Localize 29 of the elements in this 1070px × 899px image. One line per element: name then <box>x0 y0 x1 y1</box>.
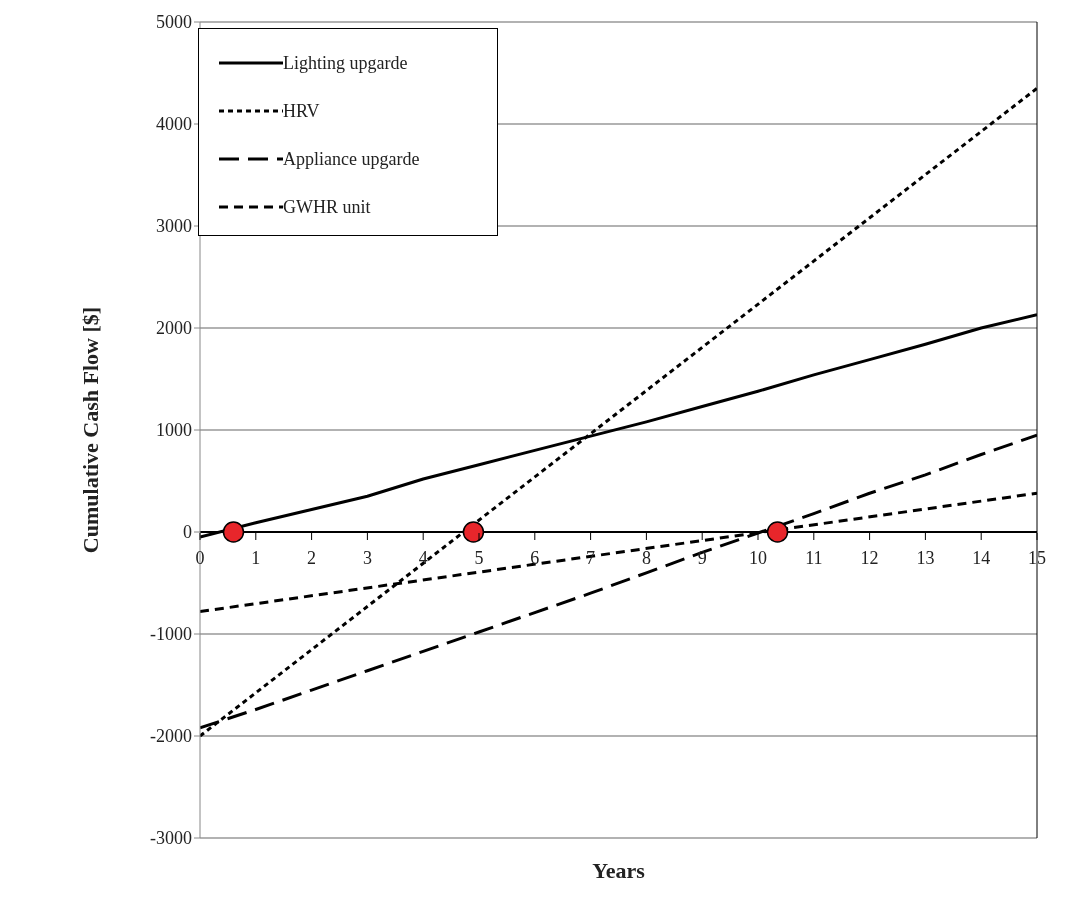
y-tick-label: 3000 <box>156 216 192 237</box>
x-tick-label: 10 <box>749 548 767 568</box>
y-tick-label: -2000 <box>150 726 192 747</box>
x-tick-label: 12 <box>860 548 879 568</box>
x-tick-label: 1 <box>251 548 261 568</box>
x-tick-label: 8 <box>641 548 651 568</box>
y-tick-label: 4000 <box>156 114 192 135</box>
y-tick-label: 1000 <box>156 420 192 441</box>
x-tick-label: 4 <box>418 548 428 568</box>
x-tick-label: 14 <box>972 548 991 568</box>
legend-label: Lighting upgarde <box>283 52 408 74</box>
legend-label: Appliance upgarde <box>283 148 420 170</box>
x-tick-label: 3 <box>362 548 372 568</box>
y-tick-label: 5000 <box>156 12 192 33</box>
x-tick-label: 0 <box>195 548 205 568</box>
y-tick-label: 0 <box>183 522 192 543</box>
legend-label: GWHR unit <box>283 196 371 218</box>
x-tick-label: 11 <box>805 548 823 568</box>
x-tick-label: 6 <box>530 548 540 568</box>
x-axis-title: Years <box>592 858 646 883</box>
y-tick-label: 2000 <box>156 318 192 339</box>
y-axis-title: Cumulative Cash Flow [$] <box>77 306 103 554</box>
x-tick-label: 9 <box>697 548 707 568</box>
x-tick-label: 5 <box>474 548 484 568</box>
legend-label: HRV <box>283 100 320 122</box>
y-tick-label: -3000 <box>150 828 192 849</box>
x-tick-label: 2 <box>307 548 317 568</box>
y-tick-label: -1000 <box>150 624 192 645</box>
x-tick-label: 13 <box>916 548 935 568</box>
